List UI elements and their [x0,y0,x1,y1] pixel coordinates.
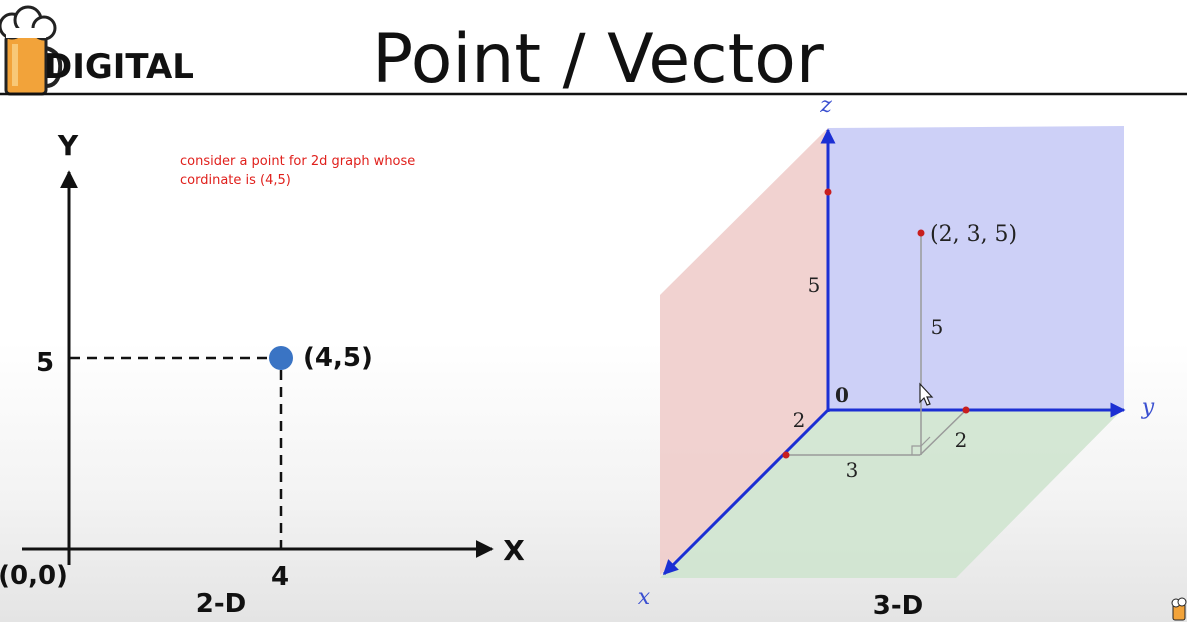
x-tick-label-3d: 2 [793,408,806,432]
brand-name: DIGITAL [44,47,194,87]
x-axis-label-2d: X [503,534,525,567]
corner-logo-icon [1171,597,1187,621]
caption-3d: 3-D [873,591,923,621]
page-title: Point / Vector [372,20,824,99]
caption-2d: 2-D [196,589,246,619]
note-line-2: cordinate is (4,5) [180,173,291,188]
mouse-cursor-icon [919,382,934,406]
origin-label-3d: 0 [835,383,849,407]
z-axis-label-3d: z [819,93,832,118]
xz-plane [660,128,828,575]
point-4-5 [269,346,293,370]
y-axis-label-3d: y [1141,395,1155,420]
height-label-3d: 5 [931,315,944,339]
beer-mug-icon [0,5,63,96]
y-tick-dot [962,406,970,414]
y-tick-label-2d: 5 [36,348,54,378]
point-2-3-5 [917,229,925,237]
z-tick-dot [824,188,832,196]
x-axis-label-3d: x [638,585,651,610]
right-angle-marker-2 [920,436,931,447]
x-tick-dot [782,451,790,459]
graph-3d: z y x 0 (2, 3, 5) 5 5 2 3 2 3-D [638,93,1155,621]
x-axis-3d [662,408,830,576]
xy-plane [660,408,1124,578]
x-tick-label-2d: 4 [271,562,289,592]
z-tick-label-3d: 5 [808,273,821,297]
projection-line-x [919,409,967,456]
point-label-2d: (4,5) [303,343,373,373]
right-angle-marker [911,445,921,455]
brand-logo: DIGITAL [0,5,194,96]
origin-label-2d: (0,0) [0,561,68,591]
graph-2d: consider a point for 2d graph whose cord… [0,129,525,619]
y-axis-label-2d: Y [57,129,79,162]
point-label-3d: (2, 3, 5) [930,222,1017,247]
note-line-1: consider a point for 2d graph whose [180,154,415,169]
depth-label-3d: 2 [955,428,968,452]
y-length-label-3d: 3 [846,458,859,482]
yz-plane [828,126,1124,410]
